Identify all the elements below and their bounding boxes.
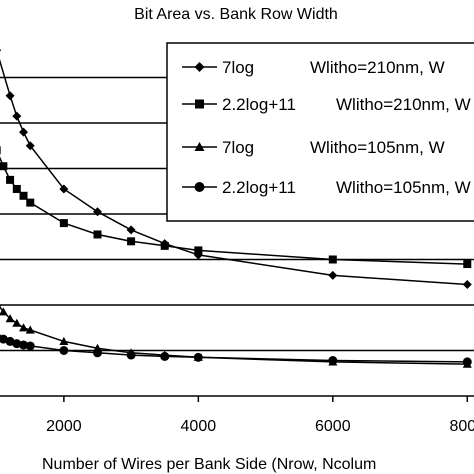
data-point-triangle [5,314,15,323]
data-point-square [19,191,28,200]
legend-series-name: 7log [222,138,254,157]
data-point-square [127,237,136,246]
series-2 [0,146,472,269]
data-point-circle [160,351,170,361]
data-point-triangle [19,323,29,332]
data-point-circle [194,182,205,192]
data-point-square [0,146,1,155]
data-point-square [6,175,15,184]
data-point-square [463,260,472,269]
data-point-circle [92,348,102,358]
legend-item-2: 2.2log+11 Wlitho=210nm, W [182,95,471,114]
x-tick-label: 8000 [449,418,474,435]
axes [0,395,474,402]
data-point-diamond [12,111,22,121]
data-point-circle [328,356,338,366]
data-point-square [12,184,21,193]
data-point-diamond [194,62,205,72]
data-point-square [93,230,102,239]
data-point-diamond [126,225,136,235]
legend-wlitho-label: Wlitho=105nm, W [310,138,445,157]
data-point-circle [126,350,136,360]
data-point-diamond [462,280,472,290]
data-point-triangle [194,142,205,151]
data-point-circle [19,340,29,350]
legend-series-name: 2.2log+11 [222,95,296,114]
x-tick-labels: 2000 4000 6000 8000 [46,418,474,435]
data-point-triangle [0,307,8,316]
data-point-circle [462,357,472,367]
data-point-diamond [0,49,2,52]
legend-item-3: 7log Wlitho=105nm, W [182,138,445,157]
data-point-square [194,246,203,255]
data-point-square [195,99,204,109]
legend-series-name: 2.2log+11 [222,178,296,197]
data-point-circle [59,346,69,355]
data-point-square [160,241,169,250]
data-point-triangle [25,325,35,334]
data-point-circle [25,341,35,351]
data-point-triangle [0,304,2,307]
data-point-square [0,162,8,171]
series-4 [0,333,472,367]
legend-wlitho-label: Wlitho=210nm, W [310,58,445,77]
chart-title: Bit Area vs. Bank Row Width [134,6,338,23]
legend-box [166,42,474,222]
x-axis-label: Number of Wires per Bank Side (Nrow, Nco… [42,456,376,473]
data-point-diamond [328,270,338,280]
legend-series-name: 7log [222,58,254,77]
data-point-diamond [25,141,35,151]
series-layer [0,49,472,368]
legend-wlitho-label: Wlitho=105nm, W [336,178,471,197]
data-point-square [59,219,68,228]
x-tick-label: 2000 [46,418,82,435]
legend-item-4: 2.2log+11 Wlitho=105nm, W [182,178,471,197]
data-point-square [328,255,337,264]
x-tick-label: 6000 [315,418,351,435]
legend: 7log Wlitho=210nm, W 2.2log+11 Wlitho=210nm… [166,42,474,222]
data-point-square [26,198,35,207]
data-point-diamond [92,207,102,217]
data-point-diamond [5,91,15,101]
data-point-circle [12,339,22,349]
data-point-diamond [19,127,29,137]
data-point-triangle [12,318,22,327]
data-point-diamond [59,184,69,194]
data-point-circle [193,352,203,362]
x-tick-label: 4000 [181,418,217,435]
legend-wlitho-label: Wlitho=210nm, W [336,95,471,114]
legend-item-1: 7log Wlitho=210nm, W [182,58,445,77]
series-line [0,59,468,286]
data-point-triangle [59,336,69,345]
